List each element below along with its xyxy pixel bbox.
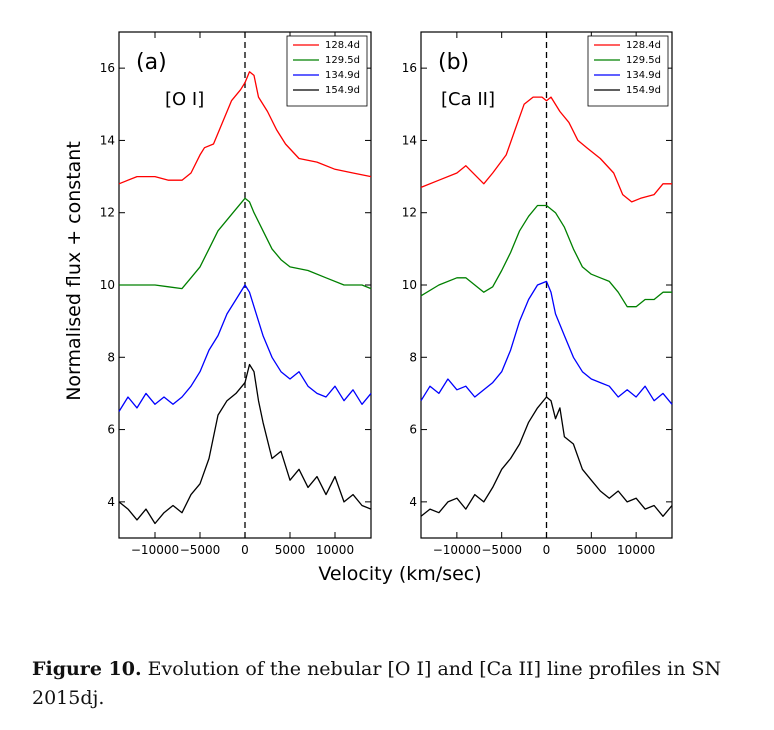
panel-oi: −10000 −5000 0 5000 10000 4 6 8 10 12 14 16 (a) [O I]…	[100, 31, 372, 557]
figure-caption: Figure 10. Evolution of the nebular [O I…	[32, 655, 752, 713]
y-tick-label: 12	[402, 206, 417, 220]
x-tick-label: −10000	[131, 543, 179, 557]
y-tick-label: 10	[100, 278, 115, 292]
series-line-129.5d	[420, 204, 672, 308]
y-tick-label: 10	[402, 278, 417, 292]
y-tick-label: 16	[402, 61, 417, 75]
x-tick-label: 10000	[316, 543, 354, 557]
series-line-134.9d	[420, 280, 673, 405]
x-tick-label: −5000	[180, 543, 221, 557]
series-line-128.4d	[420, 96, 672, 203]
series-line-128.4d	[118, 71, 372, 185]
x-tick-label: −10000	[433, 543, 481, 557]
panel-label: (a)	[136, 50, 167, 75]
legend-entry: 129.5d	[626, 55, 661, 66]
legend-box	[587, 35, 669, 107]
y-tick-label: 6	[409, 423, 417, 437]
panel-label: (b)	[438, 50, 469, 75]
legend-entry: 129.5d	[325, 55, 360, 66]
x-axis-label: Velocity (km/sec)	[318, 563, 481, 585]
x-tick-label: 0	[241, 543, 249, 557]
x-tick-label: 5000	[576, 543, 607, 557]
y-tick-label: 4	[107, 495, 115, 509]
ion-annotation: [O I]	[165, 89, 204, 110]
caption-label: Figure 10.	[32, 658, 142, 680]
series-line-134.9d	[118, 284, 372, 412]
y-tick-label: 14	[402, 133, 417, 147]
y-tick-label: 16	[100, 61, 115, 75]
x-tick-label: −5000	[481, 543, 522, 557]
legend-entry: 154.9d	[325, 85, 360, 96]
x-tick-label: 5000	[275, 543, 306, 557]
legend-entry: 134.9d	[325, 70, 360, 81]
legend-entry: 134.9d	[626, 70, 661, 81]
y-tick-label: 8	[107, 350, 115, 364]
series-line-154.9d	[420, 396, 673, 517]
y-axis-label: Normalised flux + constant	[63, 141, 85, 401]
y-tick-label: 8	[409, 350, 417, 364]
figure-canvas: Normalised flux + constant Velocity (km/…	[63, 31, 673, 585]
x-tick-label: 10000	[617, 543, 655, 557]
y-tick-label: 14	[100, 133, 115, 147]
y-tick-label: 12	[100, 206, 115, 220]
ion-annotation: [Ca II]	[441, 89, 495, 110]
caption-text: Evolution of the nebular [O I] and [Ca I…	[32, 658, 722, 709]
panel-caii: −10000 −5000 0 5000 10000 4 6 8 10 12 14 16 (b) [Ca I…	[402, 31, 673, 557]
legend-entry: 128.4d	[626, 40, 661, 51]
y-tick-label: 6	[107, 423, 115, 437]
x-tick-label: 0	[543, 543, 551, 557]
y-tick-label: 4	[409, 495, 417, 509]
series-line-129.5d	[119, 197, 372, 290]
legend-box	[286, 35, 368, 107]
series-line-154.9d	[118, 363, 372, 525]
legend-entry: 154.9d	[626, 85, 661, 96]
legend-entry: 128.4d	[325, 40, 360, 51]
